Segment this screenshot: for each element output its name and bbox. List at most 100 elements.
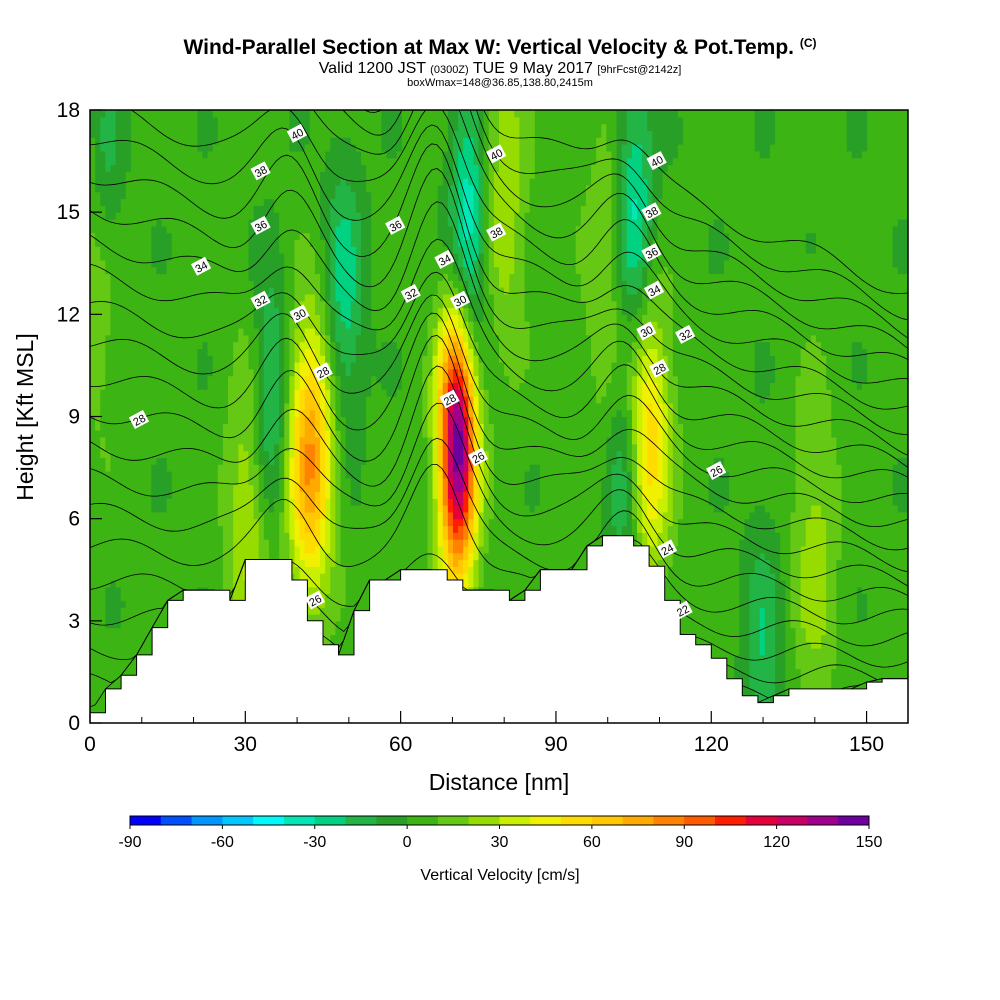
velocity-cell <box>228 253 234 261</box>
velocity-cell <box>320 566 326 574</box>
velocity-cell <box>330 491 336 499</box>
velocity-cell <box>166 321 173 329</box>
velocity-cell <box>207 532 214 540</box>
velocity-cell <box>100 436 106 445</box>
velocity-cell <box>314 232 321 241</box>
velocity-cell <box>228 382 234 390</box>
velocity-cell <box>166 144 173 152</box>
velocity-cell <box>258 525 265 533</box>
velocity-cell <box>125 545 132 554</box>
velocity-cell <box>222 144 229 152</box>
velocity-cell <box>299 573 306 581</box>
velocity-cell <box>146 532 152 540</box>
velocity-cell <box>120 150 127 159</box>
velocity-cell <box>105 225 112 234</box>
velocity-cell <box>304 178 311 186</box>
velocity-cell <box>248 470 255 479</box>
velocity-cell <box>212 164 219 172</box>
velocity-cell <box>284 443 290 452</box>
velocity-cell <box>320 579 326 588</box>
velocity-cell <box>309 566 316 574</box>
velocity-cell <box>105 641 112 649</box>
velocity-cell <box>228 341 234 349</box>
velocity-cell <box>110 287 117 295</box>
velocity-cell <box>100 157 106 166</box>
velocity-cell <box>263 150 270 159</box>
velocity-cell <box>248 409 255 418</box>
velocity-cell <box>355 362 362 370</box>
velocity-cell <box>187 389 193 397</box>
velocity-cell <box>192 532 198 540</box>
velocity-cell <box>294 164 301 172</box>
velocity-cell <box>192 545 198 554</box>
velocity-cell <box>207 280 214 288</box>
velocity-cell <box>345 505 352 513</box>
velocity-cell <box>233 225 239 234</box>
velocity-cell <box>182 430 188 438</box>
velocity-cell <box>228 484 234 493</box>
velocity-cell <box>217 409 224 418</box>
velocity-cell <box>325 545 331 554</box>
velocity-cell <box>161 375 168 384</box>
velocity-cell <box>90 436 96 445</box>
velocity-cell <box>263 253 270 261</box>
velocity-cell <box>192 171 198 179</box>
velocity-cell <box>156 396 163 404</box>
velocity-cell <box>289 191 296 200</box>
velocity-cell <box>330 137 336 145</box>
velocity-cell <box>253 184 260 193</box>
velocity-cell <box>355 287 362 295</box>
velocity-cell <box>130 566 137 574</box>
velocity-cell <box>248 552 255 561</box>
velocity-cell <box>110 396 117 404</box>
velocity-cell <box>268 293 275 302</box>
velocity-cell <box>100 327 106 336</box>
velocity-cell <box>340 457 347 465</box>
velocity-cell <box>228 246 234 254</box>
velocity-cell <box>345 266 352 275</box>
velocity-cell <box>130 259 137 268</box>
velocity-cell <box>146 491 152 499</box>
velocity-cell <box>274 368 280 377</box>
velocity-cell <box>90 545 96 554</box>
velocity-cell <box>366 389 372 397</box>
velocity-cell <box>228 552 234 561</box>
velocity-cell <box>340 566 347 574</box>
velocity-cell <box>130 491 137 499</box>
velocity-cell <box>299 198 306 206</box>
velocity-cell <box>238 511 244 520</box>
velocity-cell <box>95 505 101 513</box>
velocity-cell <box>161 518 168 527</box>
velocity-cell <box>125 266 132 275</box>
velocity-cell <box>340 293 347 302</box>
velocity-cell <box>279 450 285 458</box>
velocity-cell <box>146 498 152 506</box>
velocity-cell <box>182 232 188 241</box>
velocity-cell <box>171 436 178 445</box>
velocity-cell <box>136 566 142 574</box>
velocity-cell <box>330 402 336 411</box>
velocity-cell <box>212 144 219 152</box>
velocity-cell <box>268 450 275 458</box>
velocity-cell <box>202 232 209 241</box>
velocity-cell <box>212 191 219 200</box>
velocity-cell <box>330 443 336 452</box>
velocity-cell <box>309 505 316 513</box>
velocity-cell <box>228 157 234 166</box>
velocity-cell <box>289 273 296 281</box>
velocity-cell <box>176 423 183 431</box>
velocity-cell <box>228 334 234 343</box>
velocity-cell <box>100 423 106 431</box>
velocity-cell <box>105 525 112 533</box>
velocity-cell <box>146 477 152 486</box>
velocity-cell <box>166 123 173 132</box>
velocity-cell <box>325 627 331 636</box>
velocity-cell <box>141 137 147 145</box>
velocity-cell <box>340 321 347 329</box>
velocity-cell <box>330 457 336 465</box>
velocity-cell <box>197 280 204 288</box>
velocity-cell <box>161 205 168 213</box>
forecast-info: [9hrFcst@2142z] <box>597 64 682 76</box>
velocity-cell <box>228 130 234 138</box>
velocity-cell <box>289 287 296 295</box>
